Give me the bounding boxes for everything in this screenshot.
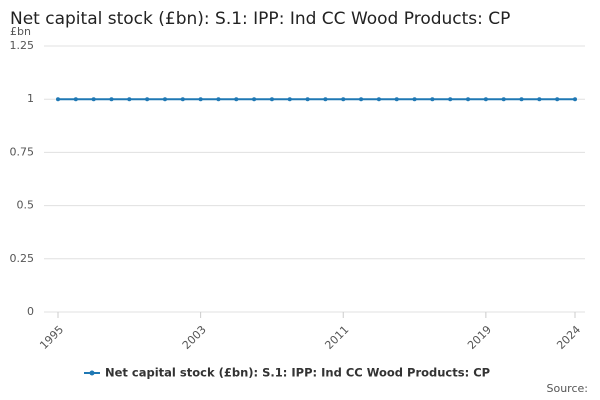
point	[519, 97, 524, 102]
point	[73, 97, 78, 102]
point	[573, 97, 577, 102]
point	[56, 97, 60, 102]
x-tick-label: 1995	[37, 323, 66, 352]
y-tick-label: 1	[27, 92, 34, 105]
point	[127, 97, 132, 102]
point	[341, 97, 346, 102]
point	[501, 97, 506, 102]
y-tick-label: 0.5	[17, 199, 35, 212]
point	[269, 97, 274, 102]
point	[305, 97, 310, 102]
point	[323, 97, 328, 102]
point	[555, 97, 560, 102]
y-tick-label: 0.25	[10, 252, 35, 265]
point	[376, 97, 381, 102]
y-tick-label: 0.75	[10, 145, 35, 158]
x-tick-label: 2003	[180, 323, 209, 352]
chart-title: Net capital stock (£bn): S.1: IPP: Ind C…	[10, 9, 510, 29]
x-tick-label: 2024	[554, 323, 583, 352]
point	[359, 97, 364, 102]
point	[198, 97, 203, 102]
point	[287, 97, 292, 102]
source: Source:	[547, 382, 589, 395]
point	[448, 97, 453, 102]
point	[162, 97, 167, 102]
x-tick-label: 2011	[322, 323, 351, 352]
point	[252, 97, 257, 102]
y-tick-label: 0	[27, 305, 34, 318]
legend-marker	[89, 370, 95, 376]
x-tick-label: 2019	[465, 323, 494, 352]
point	[537, 97, 542, 102]
legend-label: Net capital stock (£bn): S.1: IPP: Ind C…	[105, 366, 490, 380]
point	[145, 97, 150, 102]
point	[234, 97, 239, 102]
y-tick-label: 1.25	[10, 39, 35, 52]
point	[216, 97, 221, 102]
point	[180, 97, 185, 102]
point	[430, 97, 435, 102]
point	[483, 97, 488, 102]
y-unit: £bn	[10, 25, 31, 38]
point	[91, 97, 96, 102]
point	[412, 97, 417, 102]
point	[466, 97, 471, 102]
point	[394, 97, 399, 102]
point	[109, 97, 114, 102]
